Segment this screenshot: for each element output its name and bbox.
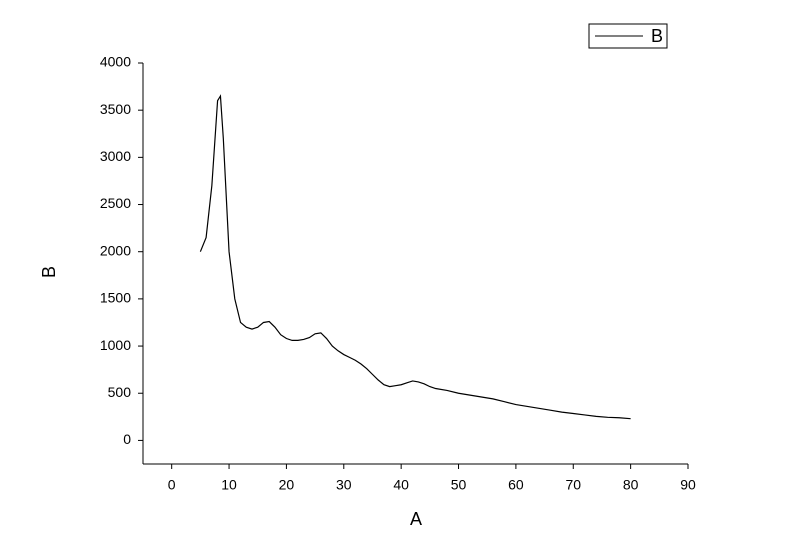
y-tick-label: 0 [123,431,131,447]
x-tick-label: 50 [451,477,467,493]
y-tick-label: 500 [108,384,132,400]
x-tick-label: 70 [565,477,581,493]
y-tick-label: 2000 [100,242,131,258]
y-tick-label: 1000 [100,337,131,353]
x-tick-label: 40 [393,477,409,493]
y-axis-title: B [39,266,59,278]
x-tick-label: 10 [221,477,237,493]
y-tick-label: 2500 [100,195,131,211]
legend-label: B [651,26,663,46]
x-tick-label: 30 [336,477,352,493]
data-line [199,94,631,420]
y-tick-label: 3000 [100,148,131,164]
y-tick-label: 4000 [100,54,131,70]
x-tick-label: 60 [508,477,524,493]
y-tick-label: 1500 [100,290,131,306]
x-tick-label: 20 [279,477,295,493]
y-tick-label: 3500 [100,101,131,117]
x-tick-label: 0 [168,477,176,493]
x-tick-label: 80 [623,477,639,493]
x-tick-label: 90 [680,477,696,493]
x-axis-title: A [410,509,422,529]
